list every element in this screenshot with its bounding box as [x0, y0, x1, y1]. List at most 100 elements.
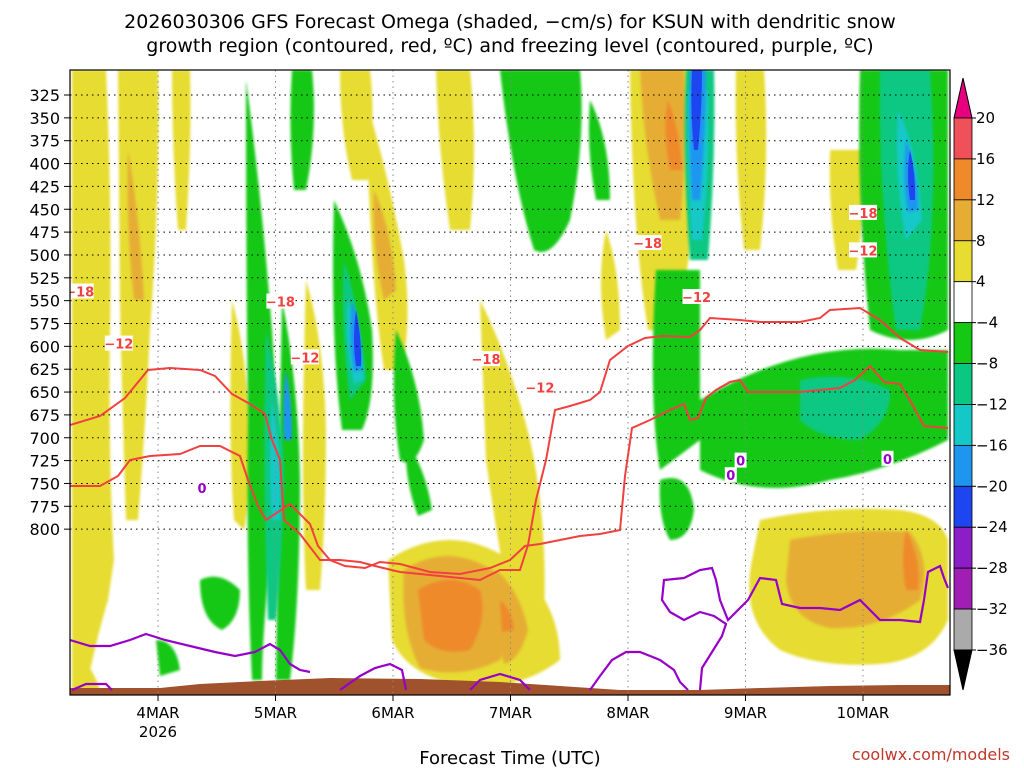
- y-tick-label: 675: [29, 406, 60, 425]
- contour-label-background: [734, 452, 747, 468]
- dgz-contour-label: −18: [633, 237, 662, 252]
- omega-field-green: [659, 478, 694, 540]
- omega-field-orange: [640, 70, 686, 220]
- omega-field-yellow: [436, 70, 474, 230]
- dgz-contour-label: −12: [682, 291, 711, 306]
- contour-label-background: [849, 242, 877, 258]
- credit-text: coolwx.com/models: [852, 745, 1010, 764]
- freezing-contour-label: 0: [883, 453, 892, 468]
- omega-field-dark-orange: [903, 530, 919, 590]
- colorbar-label: −4: [976, 314, 998, 332]
- y-tick-label: 325: [29, 86, 60, 105]
- y-tick-label: 350: [29, 109, 60, 128]
- y-tick-label: 550: [29, 292, 60, 311]
- x-tick-sublabel: 2026: [139, 723, 177, 741]
- contour-label-background: [682, 288, 711, 304]
- chart-title-line-2: growth region (contoured, red, ºC) and f…: [146, 35, 873, 57]
- y-tick-label: 525: [29, 269, 60, 288]
- omega-field-green: [588, 100, 610, 200]
- colorbar-bin: [953, 526, 973, 569]
- x-tick-label: 6MAR: [371, 704, 414, 722]
- y-tick-label: 700: [29, 429, 60, 448]
- omega-field-dark-blue: [354, 310, 362, 366]
- y-tick-label: 600: [29, 337, 60, 356]
- colorbar-label: 4: [976, 273, 986, 291]
- colorbar-label: −28: [976, 559, 1008, 577]
- contour-label-background: [266, 293, 295, 309]
- contour-label-background: [70, 283, 94, 299]
- colorbar: 20 16 12 8 4 −4 −8 −12 −16 −20 −24 −28 −32 −36: [953, 77, 1008, 691]
- dgz-contour-label: −18: [266, 296, 295, 311]
- colorbar-bin: [953, 485, 973, 528]
- omega-field-yellow: [735, 70, 767, 250]
- freezing-contour-label: 0: [198, 482, 207, 497]
- x-tick-label: 8MAR: [606, 704, 649, 722]
- freezing-contour-0: [339, 662, 408, 691]
- colorbar-bin: [953, 608, 973, 651]
- colorbar-label: −8: [976, 355, 998, 373]
- omega-field-orange: [495, 570, 528, 664]
- freezing-contour-label: 0: [726, 469, 735, 484]
- omega-field-green: [500, 70, 582, 252]
- omega-field-green: [276, 300, 300, 680]
- y-tick-label: 800: [29, 520, 60, 539]
- colorbar-bin: [953, 117, 973, 160]
- chart-title-line-1: 2026030306 GFS Forecast Omega (shaded, −…: [124, 11, 896, 33]
- omega-field-cyan: [270, 400, 281, 520]
- y-tick-label: 725: [29, 452, 60, 471]
- x-tick-label: 10MAR: [837, 704, 890, 722]
- omega-field-dark-blue: [908, 150, 916, 200]
- contour-label-background: [290, 349, 319, 365]
- omega-field-yellow: [340, 70, 373, 180]
- colorbar-label: −32: [976, 600, 1008, 618]
- contour-label-background: [472, 351, 501, 367]
- colorbar-label: 16: [976, 150, 995, 168]
- contour-label-background: [849, 204, 877, 220]
- omega-field-yellow: [72, 70, 114, 690]
- colorbar-label: −12: [976, 395, 1008, 413]
- colorbar-bin: [953, 363, 973, 405]
- x-tick-label: 9MAR: [724, 704, 767, 722]
- omega-field-dark-blue: [691, 70, 702, 150]
- y-tick-label: 625: [29, 360, 60, 379]
- omega-field-blue: [283, 370, 292, 440]
- dgz-contour-label: −18: [472, 353, 501, 368]
- y-tick-label: 400: [29, 155, 60, 174]
- omega-field-orange: [127, 150, 144, 300]
- contour-label-background: [881, 450, 894, 466]
- x-tick-label: 7MAR: [489, 704, 532, 722]
- y-tick-label: 375: [29, 132, 60, 151]
- colorbar-bin: [953, 158, 973, 201]
- dgz-contour-label: −12: [290, 351, 319, 366]
- y-tick-label: 650: [29, 383, 60, 402]
- omega-field-dark-orange: [500, 600, 514, 632]
- colorbar-bin: [953, 281, 973, 324]
- y-tick-label: 425: [29, 177, 60, 196]
- omega-field-green: [156, 640, 180, 676]
- colorbar-bin: [953, 240, 973, 283]
- omega-field-green: [290, 70, 314, 190]
- x-tick-label: 4MAR: [136, 704, 179, 722]
- colorbar-label: 8: [976, 232, 986, 250]
- colorbar-bin: [953, 404, 973, 446]
- omega-field-green: [393, 330, 424, 463]
- colorbar-over-triangle: [953, 77, 973, 119]
- y-tick-label: 450: [29, 200, 60, 219]
- colorbar-bin: [953, 444, 973, 487]
- omega-field-green: [200, 576, 240, 630]
- freezing-contour-label: 0: [736, 455, 745, 470]
- contour-label-background: [525, 379, 554, 395]
- freezing-contour-0: [589, 650, 689, 691]
- freezing-contour-0: [71, 682, 113, 692]
- dgz-contour-minus12: [70, 364, 949, 576]
- omega-field-dark-orange: [418, 580, 483, 652]
- y-axis: 325 350 375 400 425 450 475 500 525 550 575 600 625 6…: [29, 86, 70, 539]
- dgz-contour-label: −18: [849, 207, 878, 222]
- colorbar-label: −24: [976, 518, 1008, 536]
- dgz-contour-label: −12: [104, 338, 133, 353]
- dgz-contour-label: −12: [849, 244, 878, 259]
